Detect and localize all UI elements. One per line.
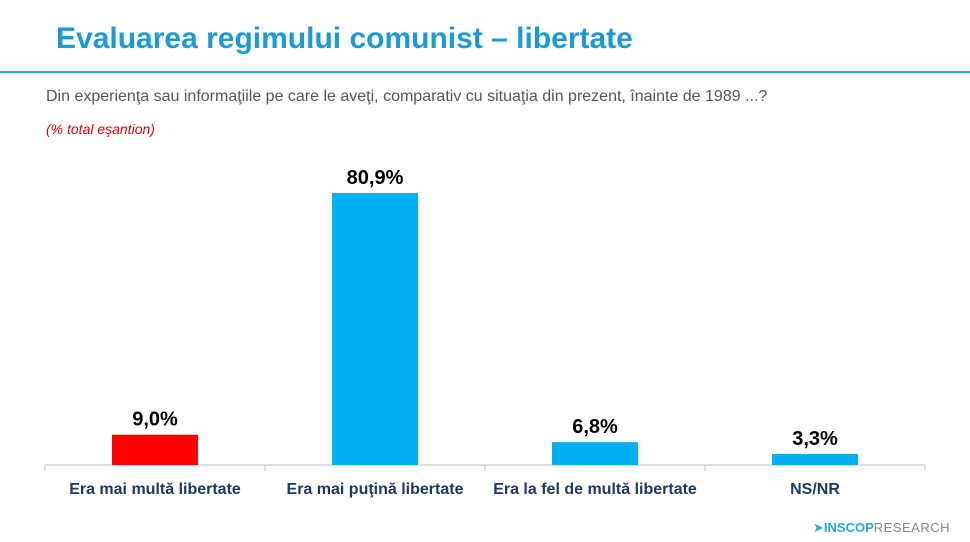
x-tick-label: Era la fel de multă libertate: [493, 481, 697, 498]
bar: [552, 442, 638, 465]
logo-brand: INSCOP: [823, 520, 874, 535]
bar: [772, 453, 858, 465]
logo: ➤INSCOPRESEARCH: [813, 520, 950, 535]
bar: [332, 193, 418, 465]
logo-suffix: RESEARCH: [873, 520, 950, 535]
value-label: 80,9%: [347, 167, 404, 189]
chart-subtitle: Din experienţa sau informaţiile pe care …: [46, 88, 768, 105]
bar: [112, 434, 198, 465]
title-rule: [0, 71, 970, 73]
chart-title: Evaluarea regimului comunist – libertate: [56, 22, 633, 55]
value-label: 9,0%: [132, 409, 178, 431]
x-tick-label: NS/NR: [790, 481, 840, 498]
x-tick-label: Era mai multă libertate: [69, 481, 241, 498]
value-label: 3,3%: [792, 428, 838, 450]
chart-note: (% total eşantion): [46, 121, 155, 137]
x-tick-label: Era mai puţină libertate: [286, 481, 464, 498]
value-label: 6,8%: [572, 416, 618, 438]
